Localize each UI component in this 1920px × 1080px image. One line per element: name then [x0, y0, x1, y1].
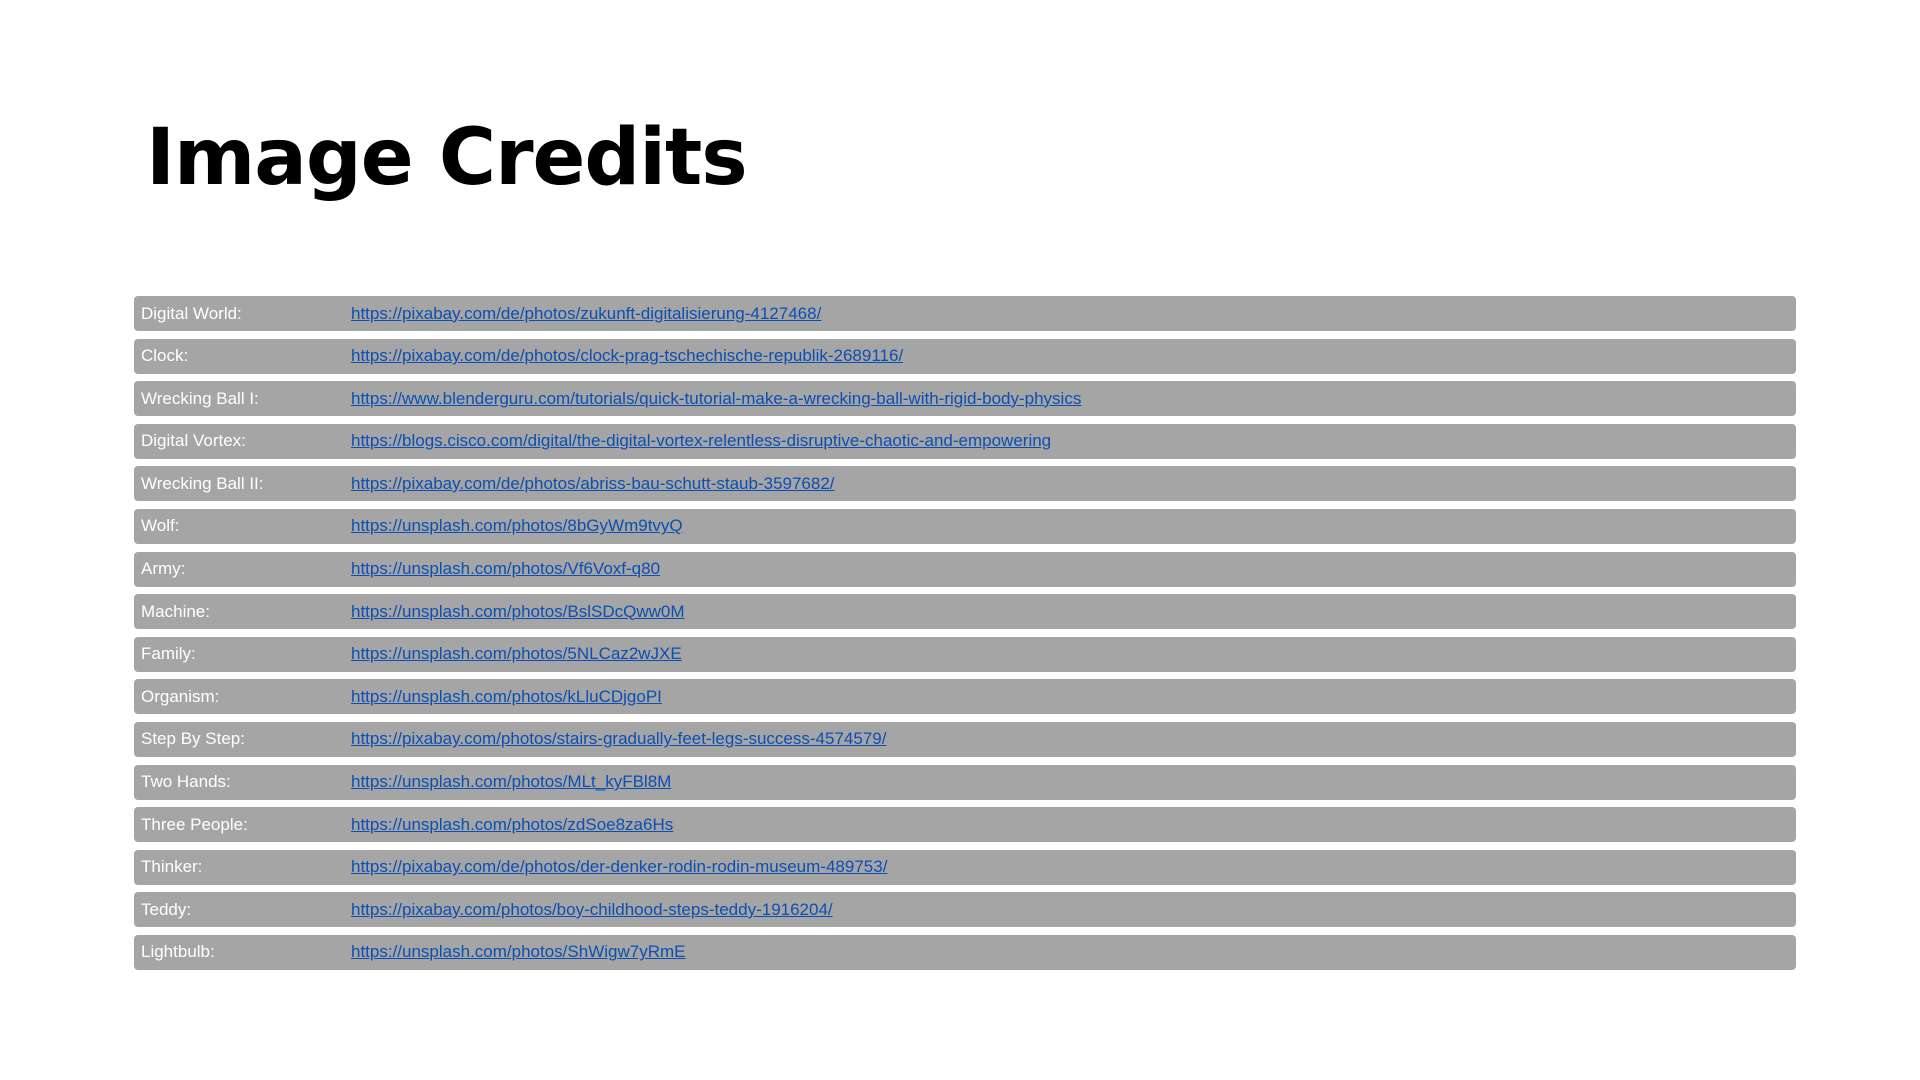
credit-label: Three People:: [141, 814, 248, 834]
credit-label: Lightbulb:: [141, 942, 215, 962]
credit-row: Lightbulb: https://unsplash.com/photos/S…: [134, 934, 1796, 970]
credit-row: Two Hands: https://unsplash.com/photos/M…: [134, 764, 1796, 800]
credit-label: Family:: [141, 644, 196, 664]
credit-link[interactable]: https://pixabay.com/de/photos/der-denker…: [351, 857, 888, 877]
credit-label: Digital Vortex:: [141, 431, 246, 451]
credit-row: Wolf: https://unsplash.com/photos/8bGyWm…: [134, 508, 1796, 544]
credit-row: Army: https://unsplash.com/photos/Vf6Vox…: [134, 551, 1796, 587]
credit-label: Army:: [141, 559, 186, 579]
credit-label: Wolf:: [141, 516, 180, 536]
credit-link[interactable]: https://unsplash.com/photos/ShWigw7yRmE: [351, 942, 686, 962]
credit-link[interactable]: https://pixabay.com/de/photos/abriss-bau…: [351, 473, 835, 493]
credit-row: Teddy: https://pixabay.com/photos/boy-ch…: [134, 892, 1796, 928]
credit-link[interactable]: https://www.blenderguru.com/tutorials/qu…: [351, 388, 1082, 408]
credit-link[interactable]: https://unsplash.com/photos/zdSoe8za6Hs: [351, 814, 674, 834]
credit-label: Thinker:: [141, 857, 203, 877]
credit-label: Step By Step:: [141, 729, 245, 749]
credit-label: Organism:: [141, 686, 220, 706]
credit-label: Wrecking Ball I:: [141, 388, 259, 408]
credit-label: Teddy:: [141, 899, 192, 919]
credit-row: Three People: https://unsplash.com/photo…: [134, 807, 1796, 843]
credit-row: Machine: https://unsplash.com/photos/Bsl…: [134, 594, 1796, 630]
credit-label: Machine:: [141, 601, 210, 621]
credit-link[interactable]: https://pixabay.com/de/photos/clock-prag…: [351, 346, 904, 366]
credit-link[interactable]: https://unsplash.com/photos/5NLCaz2wJXE: [351, 644, 682, 664]
credit-label: Clock:: [141, 346, 189, 366]
credits-list: Digital World: https://pixabay.com/de/ph…: [134, 296, 1796, 978]
credit-link[interactable]: https://unsplash.com/photos/MLt_kyFBl8M: [351, 772, 672, 792]
credit-row: Clock: https://pixabay.com/de/photos/clo…: [134, 338, 1796, 374]
credit-link[interactable]: https://pixabay.com/photos/boy-childhood…: [351, 899, 833, 919]
credit-link[interactable]: https://pixabay.com/photos/stairs-gradua…: [351, 729, 887, 749]
credit-link[interactable]: https://pixabay.com/de/photos/zukunft-di…: [351, 303, 822, 323]
credit-label: Digital World:: [141, 303, 242, 323]
credit-label: Two Hands:: [141, 772, 231, 792]
page-title: Image Credits: [146, 113, 748, 203]
credit-link[interactable]: https://unsplash.com/photos/BslSDcQww0M: [351, 601, 685, 621]
credit-row: Wrecking Ball II: https://pixabay.com/de…: [134, 466, 1796, 502]
credit-row: Wrecking Ball I: https://www.blenderguru…: [134, 381, 1796, 417]
credit-link[interactable]: https://unsplash.com/photos/kLluCDjgoPI: [351, 686, 662, 706]
credit-row: Thinker: https://pixabay.com/de/photos/d…: [134, 849, 1796, 885]
credit-row: Digital Vortex: https://blogs.cisco.com/…: [134, 423, 1796, 459]
credit-row: Family: https://unsplash.com/photos/5NLC…: [134, 636, 1796, 672]
credit-label: Wrecking Ball II:: [141, 473, 264, 493]
credit-row: Step By Step: https://pixabay.com/photos…: [134, 721, 1796, 757]
credit-link[interactable]: https://unsplash.com/photos/8bGyWm9tvyQ: [351, 516, 683, 536]
credit-row: Digital World: https://pixabay.com/de/ph…: [134, 296, 1796, 331]
credit-link[interactable]: https://unsplash.com/photos/Vf6Voxf-q80: [351, 559, 661, 579]
credit-row: Organism: https://unsplash.com/photos/kL…: [134, 679, 1796, 715]
credit-link[interactable]: https://blogs.cisco.com/digital/the-digi…: [351, 431, 1052, 451]
